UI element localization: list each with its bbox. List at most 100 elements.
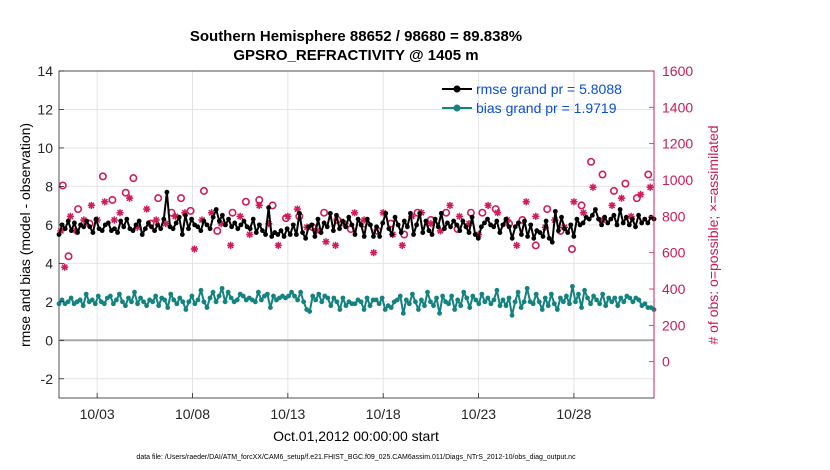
rmse-point-144 (500, 222, 506, 228)
bias-point-146 (497, 303, 503, 309)
rmse-point-53 (219, 212, 225, 218)
obs-assimilated-point-37 (379, 209, 387, 217)
bias-point-57 (228, 295, 234, 301)
rmse-point-110 (395, 222, 401, 228)
rmse-point-109 (392, 214, 398, 220)
rmse-point-103 (374, 224, 379, 230)
obs-assimilated-point-5 (87, 201, 96, 210)
bias-point-17 (107, 293, 113, 299)
bias-point-130 (449, 293, 455, 299)
bias-point-25 (132, 289, 137, 295)
bias-point-79 (295, 297, 301, 303)
obs-assimilated-point-52 (522, 198, 530, 206)
obs-assimilated-point-64 (637, 190, 645, 199)
rmse-point-25 (133, 222, 139, 228)
rmse-point-106 (383, 210, 389, 216)
bias-point-114 (400, 310, 406, 316)
rmse-point-118 (420, 230, 426, 235)
rmse-point-158 (543, 218, 549, 224)
bias-point-148 (503, 303, 509, 309)
bias-point-77 (289, 289, 294, 295)
obs-assimilated-point-39 (398, 241, 406, 249)
bias-point-76 (286, 293, 291, 299)
bias-point-21 (120, 299, 125, 305)
bias-point-150 (509, 312, 515, 318)
obs-possible-point-45 (609, 186, 618, 195)
rmse-point-66 (260, 228, 265, 234)
bias-point-152 (515, 289, 521, 295)
legend-bias-marker (453, 104, 461, 112)
rmse-point-4 (68, 228, 74, 234)
bias-point-189 (627, 295, 633, 301)
bias-point-164 (551, 301, 557, 307)
bias-point-95 (343, 303, 349, 309)
rmse-point-12 (93, 216, 99, 222)
rmse-point-21 (121, 224, 127, 230)
bias-point-144 (491, 297, 497, 303)
obs-assimilated-point-53 (532, 212, 540, 220)
obs-assimilated-point-45 (455, 212, 464, 220)
yr-tick-label-1: 200 (662, 317, 686, 333)
bias-point-165 (554, 307, 560, 312)
bias-point-135 (464, 295, 470, 301)
bias-point-33 (156, 303, 162, 309)
legend: rmse grand pr = 5.8088 bias grand pr = 1… (442, 81, 622, 116)
obs-possible-point-15 (228, 208, 237, 217)
rmse-point-150 (519, 232, 524, 237)
bias-point-118 (412, 299, 418, 305)
rmse-point-34 (161, 216, 167, 222)
rmse-point-88 (327, 210, 333, 216)
rmse-point-173 (589, 212, 595, 218)
rmse-point-87 (324, 224, 330, 230)
rmse-point-2 (62, 226, 68, 232)
rmse-point-38 (173, 220, 179, 226)
bias-point-42 (183, 307, 189, 312)
obs-possible-point-46 (621, 179, 630, 188)
rmse-point-89 (330, 228, 336, 234)
bias-point-124 (431, 303, 436, 309)
obs-possible-point-48 (644, 170, 653, 179)
rmse-point-39 (176, 214, 182, 220)
bias-point-175 (585, 295, 590, 301)
obs-possible-point-16 (241, 197, 250, 206)
rmse-point-42 (186, 226, 191, 232)
bias-point-103 (367, 303, 373, 309)
bias-point-86 (316, 291, 322, 297)
rmse-point-176 (599, 222, 604, 228)
bias-point-65 (252, 299, 258, 305)
rmse-point-47 (201, 218, 207, 224)
bias-point-126 (437, 310, 442, 316)
rmse-point-134 (469, 214, 475, 220)
rmse-point-57 (232, 220, 238, 226)
bias-point-35 (162, 297, 168, 303)
rmse-point-174 (593, 207, 598, 212)
rmse-point-41 (182, 212, 188, 218)
obs-assimilated-point-44 (446, 201, 454, 210)
bias-point-116 (406, 301, 412, 307)
obs-possible-point-4 (98, 172, 107, 181)
rmse-point-112 (401, 218, 407, 224)
obs-assimilated-point-46 (465, 220, 473, 228)
y-axis-left-ticks: -2 0 2 4 6 8 10 12 14 (37, 63, 64, 387)
rmse-point-68 (266, 205, 272, 210)
obs-possible-point-13 (199, 186, 208, 195)
rmse-point-67 (263, 232, 268, 237)
bias-point-49 (204, 305, 210, 310)
rmse-point-156 (537, 230, 543, 235)
rmse-point-62 (247, 226, 253, 232)
rmse-point-184 (623, 214, 629, 220)
yr-tick-label-7: 1400 (662, 99, 693, 115)
rmse-point-65 (256, 222, 262, 228)
bias-point-54 (219, 285, 225, 291)
bias-point-176 (588, 301, 593, 307)
bias-point-4 (68, 295, 74, 301)
obs-assimilated-point-7 (101, 198, 109, 206)
obs-possible-point-7 (129, 174, 138, 183)
bias-point-106 (376, 301, 382, 307)
rmse-point-10 (87, 224, 93, 230)
bias-point-91 (331, 295, 337, 301)
rmse-point-115 (411, 232, 416, 237)
rmse-point-125 (441, 226, 447, 232)
bias-point-174 (582, 287, 587, 293)
obs-assimilated-point-10 (125, 194, 134, 202)
